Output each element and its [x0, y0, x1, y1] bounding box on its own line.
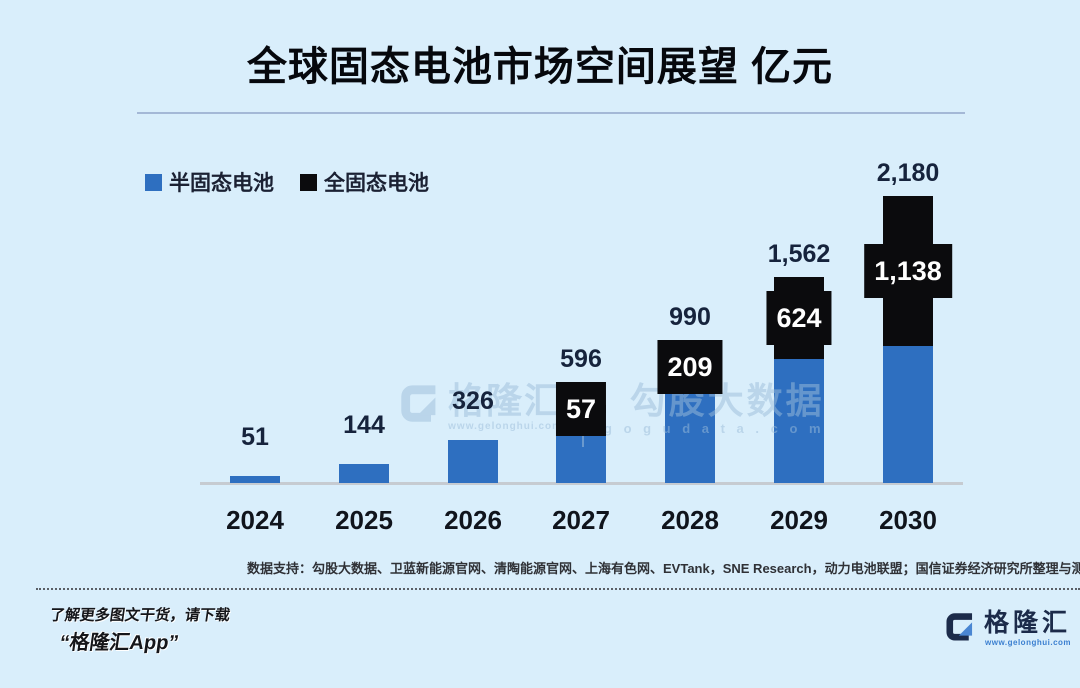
gelonghui-logo-g-icon	[946, 613, 973, 641]
bar-2025-semi-solid	[339, 464, 389, 483]
logo-brand-text: 格隆汇	[984, 609, 1072, 637]
total-value-label-2024: 51	[241, 423, 269, 451]
x-tick-label-2026: 2026	[444, 505, 502, 535]
logo-brand-url: www.gelonghui.com	[985, 638, 1072, 647]
chart-legend: 半固态电池 全固态电池	[145, 167, 429, 197]
page-title: 全球固态电池市场空间展望 亿元	[246, 45, 834, 89]
total-value-label-2026: 326	[452, 387, 494, 415]
total-value-label-2025: 144	[343, 411, 385, 439]
x-axis-line	[200, 482, 963, 485]
x-tick-label-2024: 2024	[226, 505, 284, 535]
total-value-label-2030: 2,180	[876, 159, 940, 187]
footer-promo-line2: “格隆汇App”	[58, 632, 181, 654]
x-tick-label-2025: 2025	[335, 505, 393, 535]
title-underline	[137, 112, 965, 114]
segment-value-label-2030: 1,138	[864, 244, 952, 298]
legend-label-semi-solid: 半固态电池	[169, 172, 274, 195]
segment-value-label-2027: 57	[555, 382, 607, 436]
segment-value-label-2029: 624	[766, 291, 832, 345]
total-value-label-2029: 1,562	[767, 240, 831, 268]
footer-divider	[36, 588, 1080, 590]
bar-2024-semi-solid	[230, 476, 280, 483]
legend-swatch-semi-solid-icon	[145, 173, 162, 191]
segment-value-label-2028: 209	[657, 340, 723, 394]
legend-label-all-solid: 全固态电池	[324, 172, 429, 195]
total-value-label-2028: 990	[669, 303, 711, 331]
total-value-label-2027: 596	[560, 345, 602, 373]
x-tick-label-2027: 2027	[552, 505, 610, 535]
x-tick-label-2029: 2029	[770, 505, 828, 535]
source-note: 数据支持：勾股大数据、卫蓝新能源官网、清陶能源官网、上海有色网、EVTank，S…	[247, 561, 1080, 576]
gelonghui-logo: 格隆汇 www.gelonghui.com	[944, 610, 1071, 647]
x-tick-label-2030: 2030	[879, 505, 937, 535]
legend-item-all-solid: 全固态电池	[300, 167, 429, 197]
legend-swatch-all-solid-icon	[300, 173, 317, 191]
footer-promo-line1: 了解更多图文干货，请下载	[48, 607, 232, 624]
x-tick-label-2028: 2028	[661, 505, 719, 535]
watermark-brand-url: www.gelonghui.com	[448, 421, 563, 432]
legend-item-semi-solid: 半固态电池	[145, 167, 274, 197]
bar-2026-semi-solid	[448, 440, 498, 483]
